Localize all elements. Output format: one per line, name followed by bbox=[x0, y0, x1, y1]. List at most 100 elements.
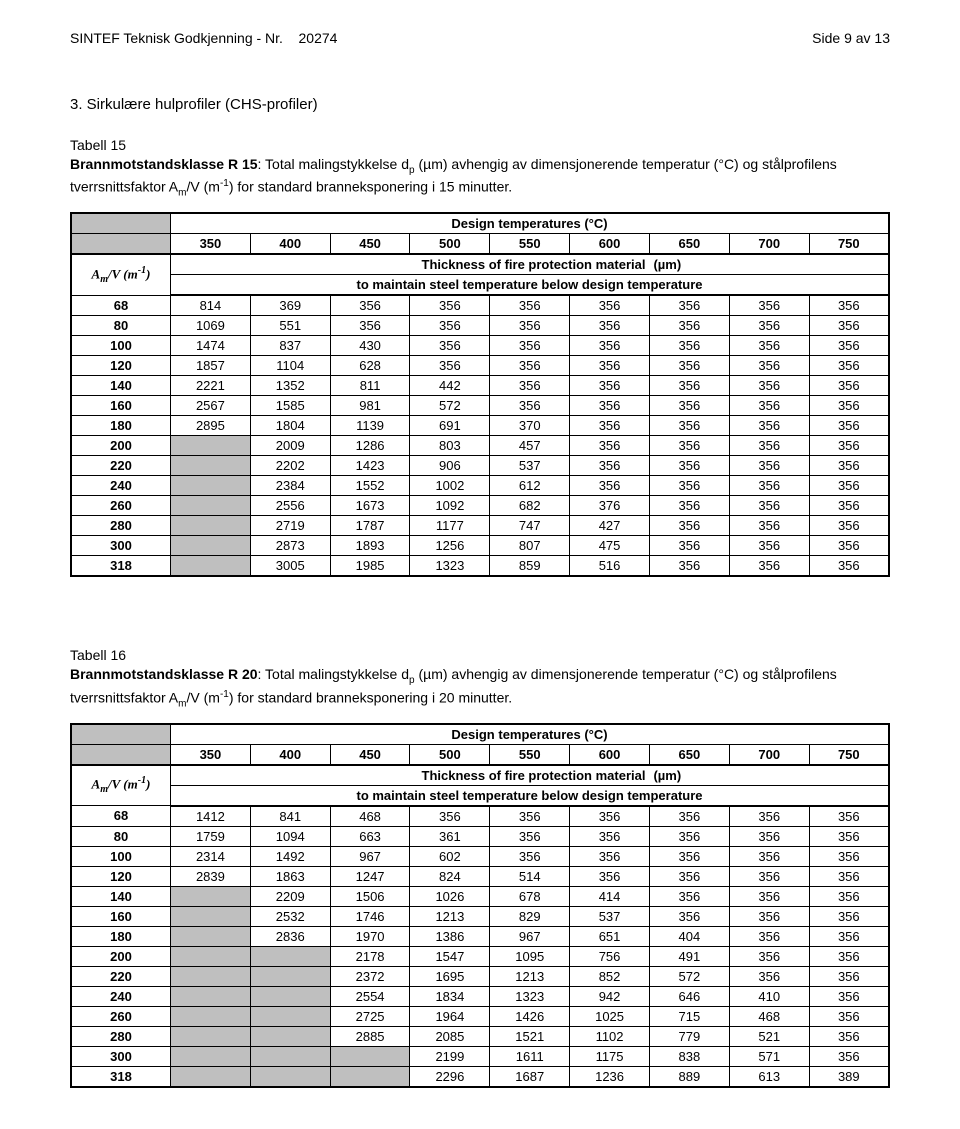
tabell15-table: Design temperatures (°C)3504004505005506… bbox=[70, 212, 890, 577]
cell bbox=[250, 1046, 330, 1066]
row-key: 160 bbox=[71, 906, 171, 926]
cell: 1025 bbox=[570, 1006, 650, 1026]
cell: 1695 bbox=[410, 966, 490, 986]
cell: 1863 bbox=[250, 866, 330, 886]
cell: 369 bbox=[250, 295, 330, 316]
cell: 1139 bbox=[330, 416, 410, 436]
cell: 2372 bbox=[330, 966, 410, 986]
table-corner2 bbox=[71, 234, 171, 255]
cell: 356 bbox=[570, 866, 650, 886]
cell: 2314 bbox=[171, 846, 251, 866]
cell bbox=[171, 946, 251, 966]
temp-col: 350 bbox=[171, 744, 251, 765]
cell: 356 bbox=[729, 866, 809, 886]
cell bbox=[250, 946, 330, 966]
temp-col: 450 bbox=[330, 744, 410, 765]
cell: 356 bbox=[729, 536, 809, 556]
row-key: 280 bbox=[71, 516, 171, 536]
cell: 356 bbox=[410, 336, 490, 356]
cell: 356 bbox=[649, 396, 729, 416]
table-corner bbox=[71, 724, 171, 745]
header-right: Side 9 av 13 bbox=[812, 30, 890, 46]
cell: 356 bbox=[809, 536, 889, 556]
cell: 2719 bbox=[250, 516, 330, 536]
cell: 1611 bbox=[490, 1046, 570, 1066]
cell: 356 bbox=[649, 806, 729, 827]
cell: 356 bbox=[729, 946, 809, 966]
cell: 356 bbox=[649, 866, 729, 886]
cell: 427 bbox=[570, 516, 650, 536]
cell: 1352 bbox=[250, 376, 330, 396]
amv-header: Am/V (m-1) bbox=[71, 254, 171, 295]
cell: 356 bbox=[729, 926, 809, 946]
cell: 1095 bbox=[490, 946, 570, 966]
table-row: 180289518041139691370356356356356 bbox=[71, 416, 889, 436]
cell: 356 bbox=[809, 1026, 889, 1046]
cell: 1687 bbox=[490, 1066, 570, 1087]
cell: 356 bbox=[570, 826, 650, 846]
table-row: 16025671585981572356356356356356 bbox=[71, 396, 889, 416]
cell: 906 bbox=[410, 456, 490, 476]
table-row: 220237216951213852572356356 bbox=[71, 966, 889, 986]
cell: 1386 bbox=[410, 926, 490, 946]
cell: 356 bbox=[729, 846, 809, 866]
cell: 356 bbox=[649, 436, 729, 456]
thickness-label: Thickness of fire protection material bbox=[171, 254, 650, 275]
table-row: 22022021423906537356356356356 bbox=[71, 456, 889, 476]
cell: 468 bbox=[330, 806, 410, 827]
cell: 356 bbox=[729, 436, 809, 456]
section-title: 3. Sirkulære hulprofiler (CHS-profiler) bbox=[70, 96, 890, 113]
cell: 814 bbox=[171, 295, 251, 316]
cell: 1247 bbox=[330, 866, 410, 886]
cell: 516 bbox=[570, 556, 650, 577]
row-key: 318 bbox=[71, 1066, 171, 1087]
table-row: 8017591094663361356356356356356 bbox=[71, 826, 889, 846]
cell: 356 bbox=[729, 356, 809, 376]
temp-col: 650 bbox=[649, 744, 729, 765]
cell: 1412 bbox=[171, 806, 251, 827]
cell: 1673 bbox=[330, 496, 410, 516]
cell: 356 bbox=[649, 336, 729, 356]
cell: 356 bbox=[570, 336, 650, 356]
cell: 824 bbox=[410, 866, 490, 886]
table-corner2 bbox=[71, 744, 171, 765]
cell bbox=[250, 1026, 330, 1046]
cell: 779 bbox=[649, 1026, 729, 1046]
cell: 356 bbox=[809, 946, 889, 966]
cell: 1323 bbox=[410, 556, 490, 577]
cell: 491 bbox=[649, 946, 729, 966]
cell: 1746 bbox=[330, 906, 410, 926]
table-row: 12018571104628356356356356356356 bbox=[71, 356, 889, 376]
cell: 678 bbox=[490, 886, 570, 906]
row-key: 240 bbox=[71, 476, 171, 496]
temp-col: 700 bbox=[729, 744, 809, 765]
cell: 356 bbox=[649, 356, 729, 376]
cell: 756 bbox=[570, 946, 650, 966]
cell: 2873 bbox=[250, 536, 330, 556]
table-row: 10023141492967602356356356356356 bbox=[71, 846, 889, 866]
cell: 1787 bbox=[330, 516, 410, 536]
cell: 356 bbox=[330, 295, 410, 316]
cell: 2836 bbox=[250, 926, 330, 946]
table-row: 300287318931256807475356356356 bbox=[71, 536, 889, 556]
cell: 1092 bbox=[410, 496, 490, 516]
cell: 521 bbox=[729, 1026, 809, 1046]
cell: 852 bbox=[570, 966, 650, 986]
cell: 356 bbox=[809, 966, 889, 986]
cell: 356 bbox=[649, 376, 729, 396]
cell: 967 bbox=[330, 846, 410, 866]
cell: 2296 bbox=[410, 1066, 490, 1087]
cell: 2202 bbox=[250, 456, 330, 476]
cell: 807 bbox=[490, 536, 570, 556]
row-key: 220 bbox=[71, 456, 171, 476]
cell: 837 bbox=[250, 336, 330, 356]
cell: 1759 bbox=[171, 826, 251, 846]
cell: 1857 bbox=[171, 356, 251, 376]
table-row: 1001474837430356356356356356356 bbox=[71, 336, 889, 356]
cell: 356 bbox=[729, 476, 809, 496]
cell: 356 bbox=[570, 356, 650, 376]
cell: 572 bbox=[649, 966, 729, 986]
cell bbox=[171, 1046, 251, 1066]
cell: 613 bbox=[729, 1066, 809, 1087]
cell: 356 bbox=[570, 846, 650, 866]
